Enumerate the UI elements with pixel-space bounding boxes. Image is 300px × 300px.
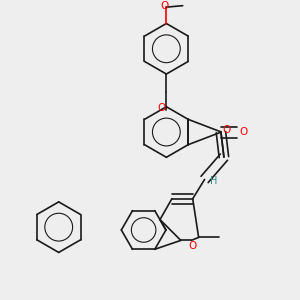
Text: O: O <box>161 1 169 11</box>
Text: O: O <box>157 103 165 113</box>
Text: O: O <box>239 127 248 137</box>
Text: O: O <box>222 125 230 135</box>
Text: H: H <box>210 176 218 186</box>
Text: O: O <box>189 241 197 251</box>
